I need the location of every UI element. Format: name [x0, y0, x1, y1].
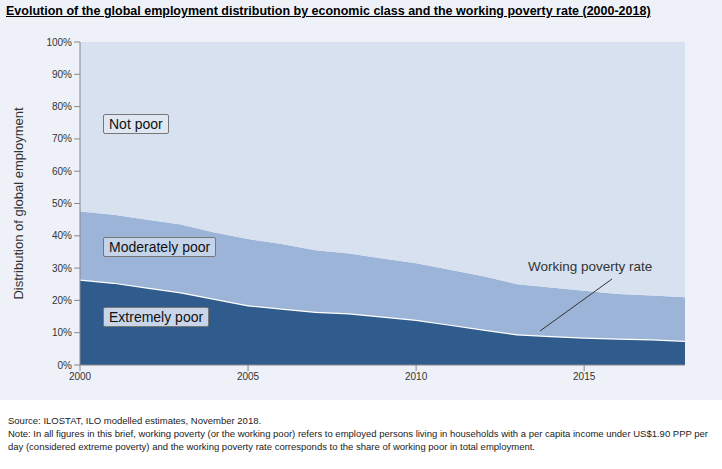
svg-text:80%: 80%	[52, 101, 72, 112]
svg-text:10%: 10%	[52, 327, 72, 338]
html-text:Moderately poor: Moderately poor	[109, 239, 211, 255]
svg-text:2005: 2005	[237, 371, 260, 382]
html-text:Note: In all figures in this b: Note: In all figures in this brief, work…	[8, 428, 708, 452]
html-text:Extremely poor: Extremely poor	[109, 309, 204, 325]
svg-text:20%: 20%	[52, 295, 72, 306]
svg-text:70%: 70%	[52, 133, 72, 144]
svg-text:0%: 0%	[58, 360, 73, 371]
html-text:Not poor: Not poor	[109, 116, 163, 132]
svg-text:2015: 2015	[573, 371, 596, 382]
svg-text:30%: 30%	[52, 263, 72, 274]
svg-text:60%: 60%	[52, 166, 72, 177]
svg-text:2010: 2010	[405, 371, 428, 382]
svg-text:2000: 2000	[69, 371, 92, 382]
svg-text:100%: 100%	[46, 37, 72, 48]
svg-text:90%: 90%	[52, 69, 72, 80]
html-text:Source: ILOSTAT, ILO modelled: Source: ILOSTAT, ILO modelled estimates,…	[8, 415, 262, 426]
html-text:Evolution of the global employ: Evolution of the global employment distr…	[6, 4, 651, 18]
html-text:Working poverty rate: Working poverty rate	[528, 259, 653, 274]
svg-text:50%: 50%	[52, 198, 72, 209]
svg-text:40%: 40%	[52, 230, 72, 241]
svg-text:Distribution of global employm: Distribution of global employment	[11, 107, 26, 300]
